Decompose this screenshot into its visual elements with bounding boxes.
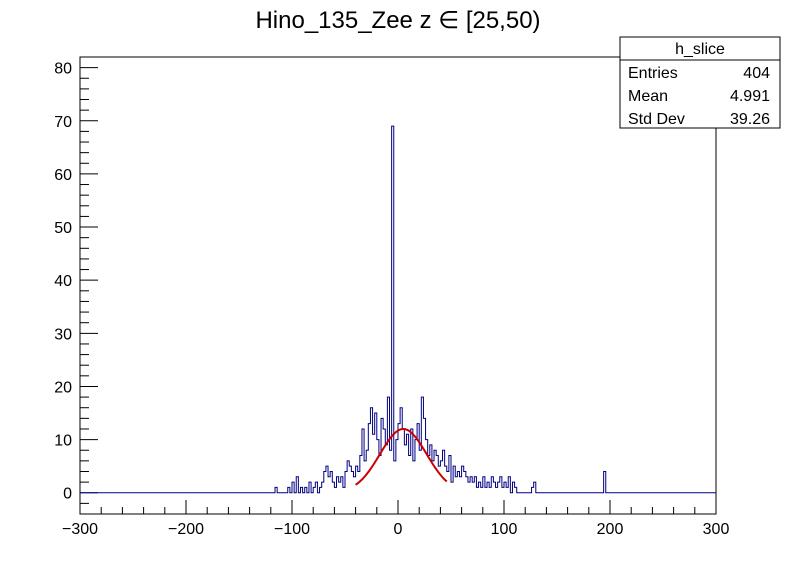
chart-title: Hino_135_Zee z ∈ [25,50)	[255, 7, 540, 34]
y-tick-label: 40	[54, 273, 72, 290]
x-tick-label: 200	[597, 521, 624, 538]
gaussian-fit-curve	[355, 427, 448, 486]
y-axis: 0 10 20 30 40 50 60 70 80	[54, 56, 98, 515]
y-tick-label: 10	[54, 433, 72, 450]
stats-stddev-value: 39.26	[730, 111, 770, 128]
y-tick-label: 80	[54, 61, 72, 78]
y-tick-label: 0	[63, 486, 72, 503]
stats-entries-label: Entries	[628, 65, 678, 82]
x-tick-label: −200	[168, 521, 204, 538]
y-tick-label: 30	[54, 326, 72, 343]
stats-box-frame	[619, 36, 781, 129]
stats-mean-label: Mean	[628, 88, 668, 105]
x-tick-label: 100	[491, 521, 518, 538]
plot-area: −300 −200 −100 0 100 200 300 0 10 20 30 40 50 60 70 80	[54, 56, 729, 538]
histogram-steps	[80, 125, 716, 494]
stats-box-title: h_slice	[675, 41, 725, 58]
x-tick-label: −100	[274, 521, 310, 538]
y-tick-label: 20	[54, 379, 72, 396]
x-axis: −300 −200 −100 0 100 200 300	[62, 500, 729, 538]
stats-mean-value: 4.991	[730, 88, 770, 105]
y-tick-label: 60	[54, 167, 72, 184]
stats-box: h_slice Entries 404 Mean 4.991 Std Dev 3…	[619, 36, 781, 129]
stats-entries-value: 404	[743, 65, 770, 82]
x-tick-label: 300	[703, 521, 730, 538]
x-tick-label: −300	[62, 521, 98, 538]
stats-stddev-label: Std Dev	[628, 111, 685, 128]
y-tick-label: 50	[54, 220, 72, 237]
x-tick-label: 0	[394, 521, 403, 538]
y-tick-label: 70	[54, 114, 72, 131]
